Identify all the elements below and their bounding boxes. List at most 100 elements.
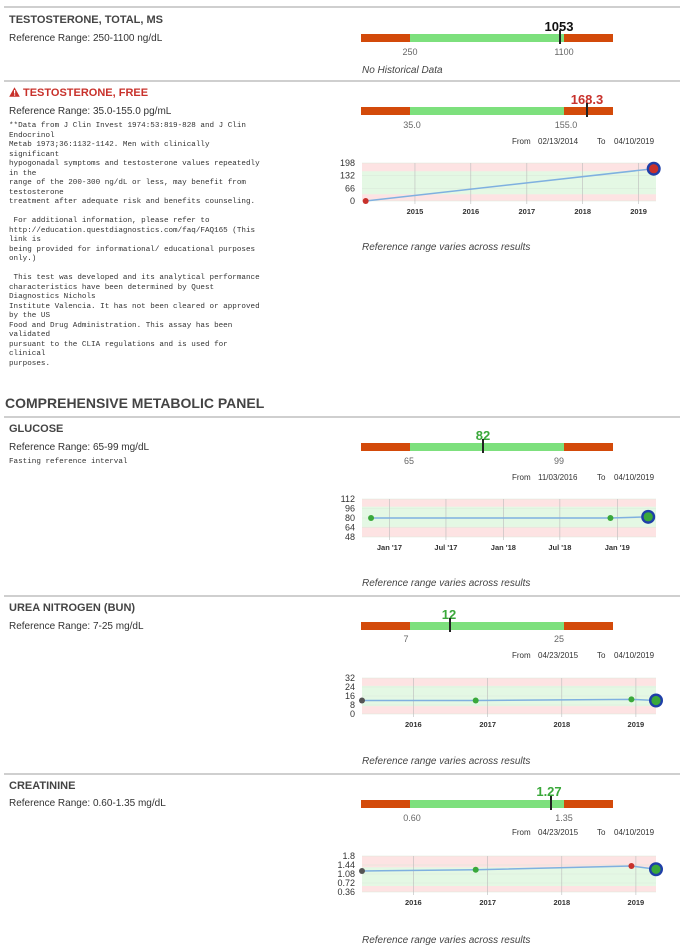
- to-label: To: [597, 828, 606, 837]
- trend-line: [361, 865, 657, 872]
- range-bar: [361, 796, 613, 810]
- separator: [4, 6, 680, 8]
- x-tick-label: Jul '18: [548, 543, 571, 552]
- test-name-text: TESTOSTERONE, FREE: [23, 87, 149, 99]
- y-tick-label: 0.72: [337, 878, 355, 888]
- x-tick-label: 2019: [630, 207, 647, 216]
- range-varies-note: Reference range varies across results: [362, 242, 531, 253]
- current-value-marker: [482, 439, 484, 453]
- trend-chart: 1.81.441.080.720.36 2016 2017 2018 2019: [337, 851, 663, 907]
- y-tick-label: 8: [350, 700, 355, 710]
- range-low: 7: [403, 634, 409, 644]
- current-value: 1053: [544, 19, 574, 34]
- data-point: [359, 697, 365, 704]
- test-name: UREA NITROGEN (BUN): [9, 602, 136, 614]
- x-tick-label: 2018: [574, 207, 591, 216]
- y-tick-label: 132: [340, 171, 355, 181]
- to-label: To: [597, 473, 606, 482]
- x-tick-label: 2018: [553, 720, 570, 729]
- from-date[interactable]: 11/03/2016: [538, 473, 578, 482]
- range-high: 1.35: [555, 813, 573, 823]
- normal-range-band: [362, 171, 656, 195]
- x-tick-label: 2019: [628, 898, 645, 907]
- x-tick-label: 2017: [518, 207, 535, 216]
- from-label: From: [512, 828, 531, 837]
- range-bar: [361, 30, 613, 44]
- x-tick-label: Jan '18: [491, 543, 516, 552]
- y-tick-label: 16: [345, 691, 355, 701]
- test-name: TESTOSTERONE, TOTAL, MS: [9, 14, 164, 26]
- current-value-marker: [559, 30, 561, 44]
- test-name: TESTOSTERONE, FREE: [9, 87, 148, 99]
- reference-range: Reference Range: 65-99 mg/dL: [9, 442, 150, 453]
- from-date[interactable]: 02/13/2014: [538, 137, 579, 146]
- y-tick-label: 112: [341, 494, 355, 504]
- y-tick-label: 0: [350, 709, 355, 719]
- normal-range-band: [362, 506, 656, 527]
- to-date[interactable]: 04/10/2019: [614, 651, 655, 660]
- date-range: From 11/03/2016 To 04/10/2019: [362, 473, 655, 485]
- range-low: 65: [403, 456, 414, 466]
- y-tick-label: 32: [345, 673, 355, 683]
- data-point: [472, 697, 479, 704]
- x-tick-label: 2016: [462, 207, 479, 216]
- latest-data-point: [651, 864, 661, 874]
- x-tick-label: 2017: [479, 720, 496, 729]
- range-low: 250: [402, 47, 418, 57]
- y-tick-label: 24: [345, 682, 355, 692]
- y-tick-label: 198: [340, 158, 355, 168]
- y-tick-label: 80: [345, 513, 355, 523]
- y-tick-label: 0.36: [337, 887, 355, 897]
- range-varies-note: Reference range varies across results: [362, 756, 531, 767]
- from-label: From: [512, 137, 531, 146]
- x-tick-label: Jan '17: [377, 543, 402, 552]
- from-label: From: [512, 473, 531, 482]
- panel-title: COMPREHENSIVE METABOLIC PANEL: [5, 395, 265, 411]
- normal-range-band: [362, 867, 656, 886]
- to-label: To: [597, 137, 606, 146]
- range-varies-note: Reference range varies across results: [362, 935, 531, 946]
- x-tick-label: 2018: [553, 898, 570, 907]
- x-tick-label: 2019: [628, 720, 645, 729]
- current-value: 1.27: [536, 784, 562, 799]
- data-point: [607, 515, 614, 521]
- current-value-marker: [550, 796, 552, 810]
- y-tick-label: 1.08: [337, 869, 355, 879]
- current-value-marker: [586, 103, 588, 117]
- reference-range: Reference Range: 35.0-155.0 pg/mL: [9, 106, 172, 117]
- lab-comment: Fasting reference interval: [9, 458, 128, 466]
- from-date[interactable]: 04/23/2015: [538, 828, 579, 837]
- test-name: CREATININE: [9, 780, 76, 792]
- date-range: From 02/13/2014 To 04/10/2019: [362, 137, 655, 149]
- separator: [4, 773, 680, 775]
- range-high: 1100: [554, 47, 574, 57]
- x-tick-label: 2015: [407, 207, 424, 216]
- reference-range: Reference Range: 0.60-1.35 mg/dL: [9, 798, 166, 809]
- range-bar: [361, 439, 613, 453]
- trend-line: [362, 698, 657, 702]
- to-date[interactable]: 04/10/2019: [614, 137, 655, 146]
- y-tick-label: 64: [345, 523, 355, 533]
- range-varies-note: Reference range varies across results: [362, 578, 531, 589]
- no-history-label: No Historical Data: [362, 65, 443, 76]
- current-value: 168.3: [570, 92, 604, 107]
- data-point: [628, 696, 635, 703]
- data-point: [472, 866, 479, 873]
- from-date[interactable]: 04/23/2015: [538, 651, 579, 660]
- x-tick-label: 2017: [479, 898, 496, 907]
- current-value-marker: [449, 618, 451, 632]
- x-tick-label: 2016: [405, 898, 422, 907]
- trend-line: [365, 167, 654, 202]
- y-tick-label: 0: [350, 196, 355, 206]
- to-date[interactable]: 04/10/2019: [614, 828, 655, 837]
- range-high: 25: [553, 634, 564, 644]
- range-bar: [361, 103, 613, 117]
- y-tick-label: 66: [345, 183, 355, 193]
- data-point: [368, 515, 375, 521]
- to-date[interactable]: 04/10/2019: [614, 473, 655, 482]
- lab-comment: **Data from J Clin Invest 1974:53:819-82…: [9, 122, 260, 368]
- data-point: [362, 198, 369, 204]
- y-tick-label: 1.8: [342, 851, 355, 861]
